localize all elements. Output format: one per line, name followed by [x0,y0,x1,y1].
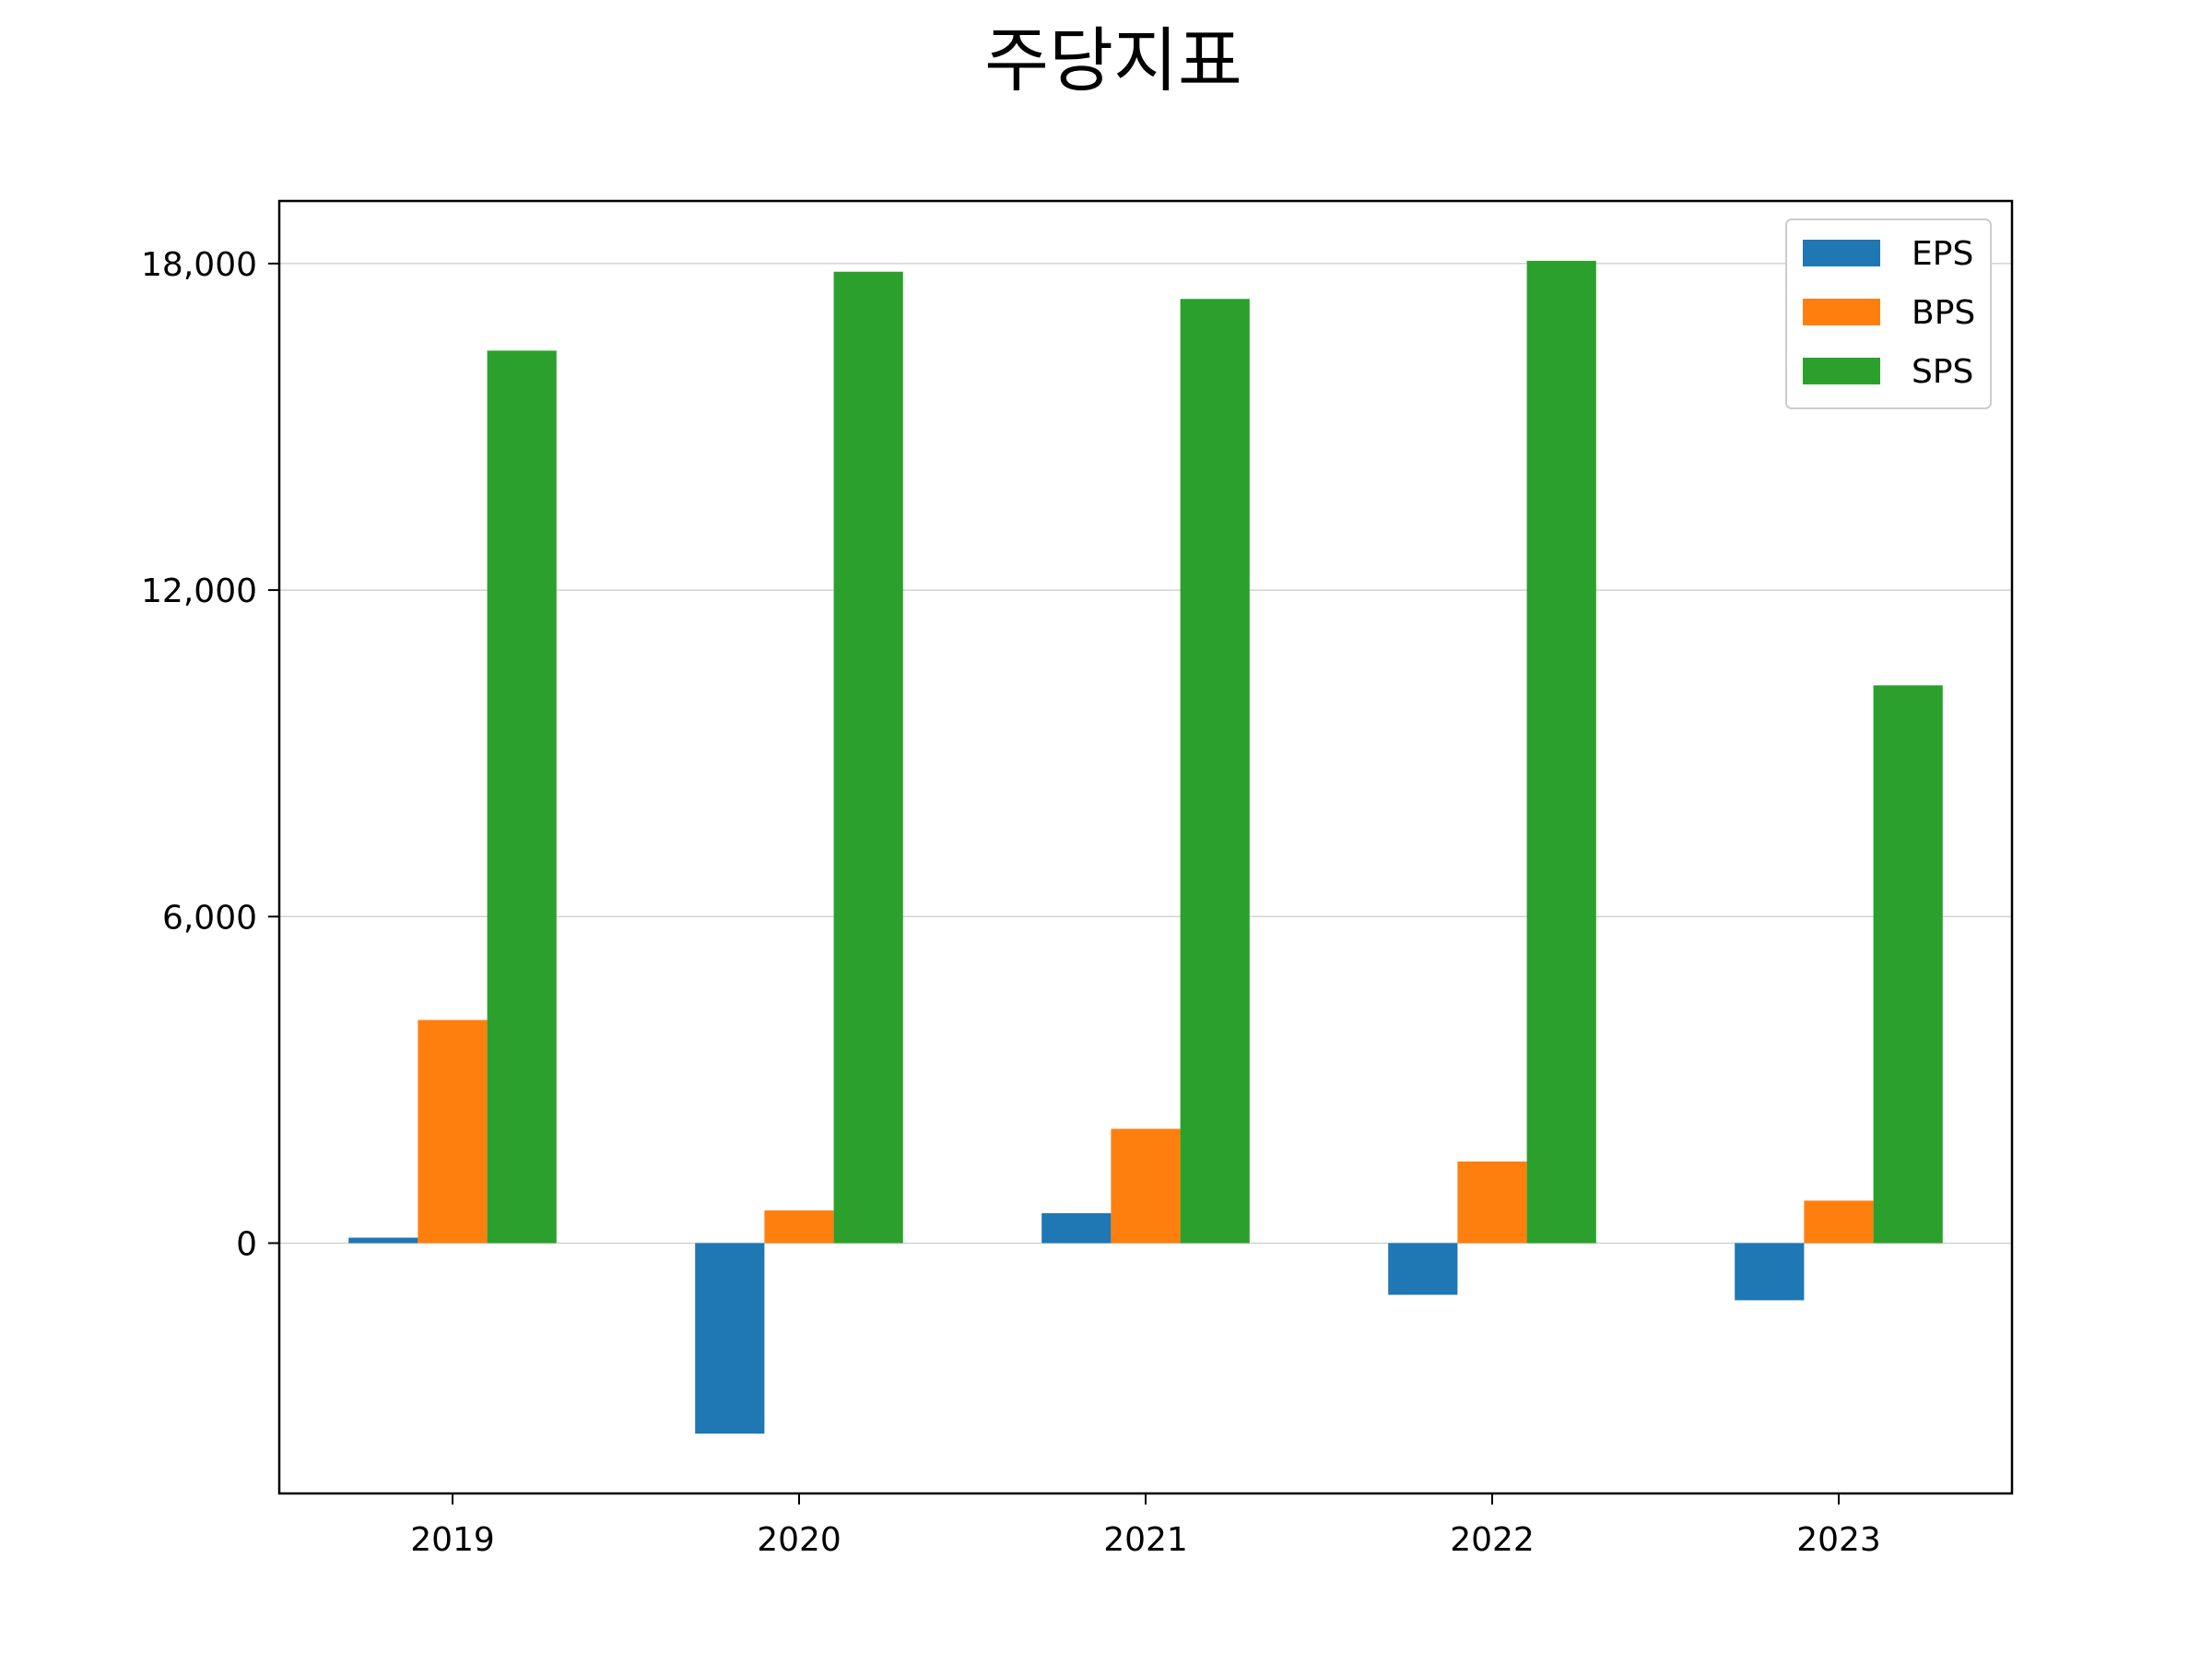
chart-title: 주당지표 [984,19,1242,101]
legend: EPS BPS SPS [1785,218,1992,409]
legend-label-bps: BPS [1912,294,1975,332]
bar-bps-2021 [1111,1128,1181,1244]
bar-sps-2019 [487,350,557,1244]
bar-eps-2021 [1041,1212,1112,1244]
legend-swatch-sps [1803,358,1880,384]
bar-sps-2020 [833,271,903,1244]
y-axis: 0 6,000 12,000 18,000 [141,246,279,1263]
y-tick-label: 6,000 [162,899,257,937]
bar-sps-2023 [1873,685,1943,1244]
bars [348,260,1943,1434]
legend-label-sps: SPS [1912,353,1973,391]
bar-eps-2019 [348,1237,418,1244]
plot-frame [277,199,2014,1495]
x-tick-label: 2020 [757,1521,841,1559]
x-tick-label: 2022 [1450,1521,1535,1559]
bar-eps-2023 [1735,1243,1805,1301]
x-axis: 2019 2020 2021 2022 2023 [410,1493,1881,1559]
y-tick-label: 12,000 [141,572,257,610]
y-tick-label: 18,000 [141,246,257,284]
legend-swatch-eps [1803,240,1880,266]
bar-eps-2022 [1388,1243,1458,1295]
bar-bps-2019 [418,1020,488,1244]
bar-bps-2022 [1457,1161,1527,1244]
legend-swatch-bps [1803,299,1880,325]
x-tick-label: 2019 [410,1521,495,1559]
bar-sps-2021 [1180,299,1250,1244]
y-tick-label: 0 [236,1225,257,1263]
bar-sps-2022 [1526,260,1596,1244]
bar-eps-2020 [695,1243,765,1434]
bar-bps-2020 [764,1210,834,1244]
legend-label-eps: EPS [1912,235,1973,273]
x-tick-label: 2021 [1103,1521,1188,1559]
x-tick-label: 2023 [1796,1521,1881,1559]
bar-bps-2023 [1804,1200,1874,1244]
